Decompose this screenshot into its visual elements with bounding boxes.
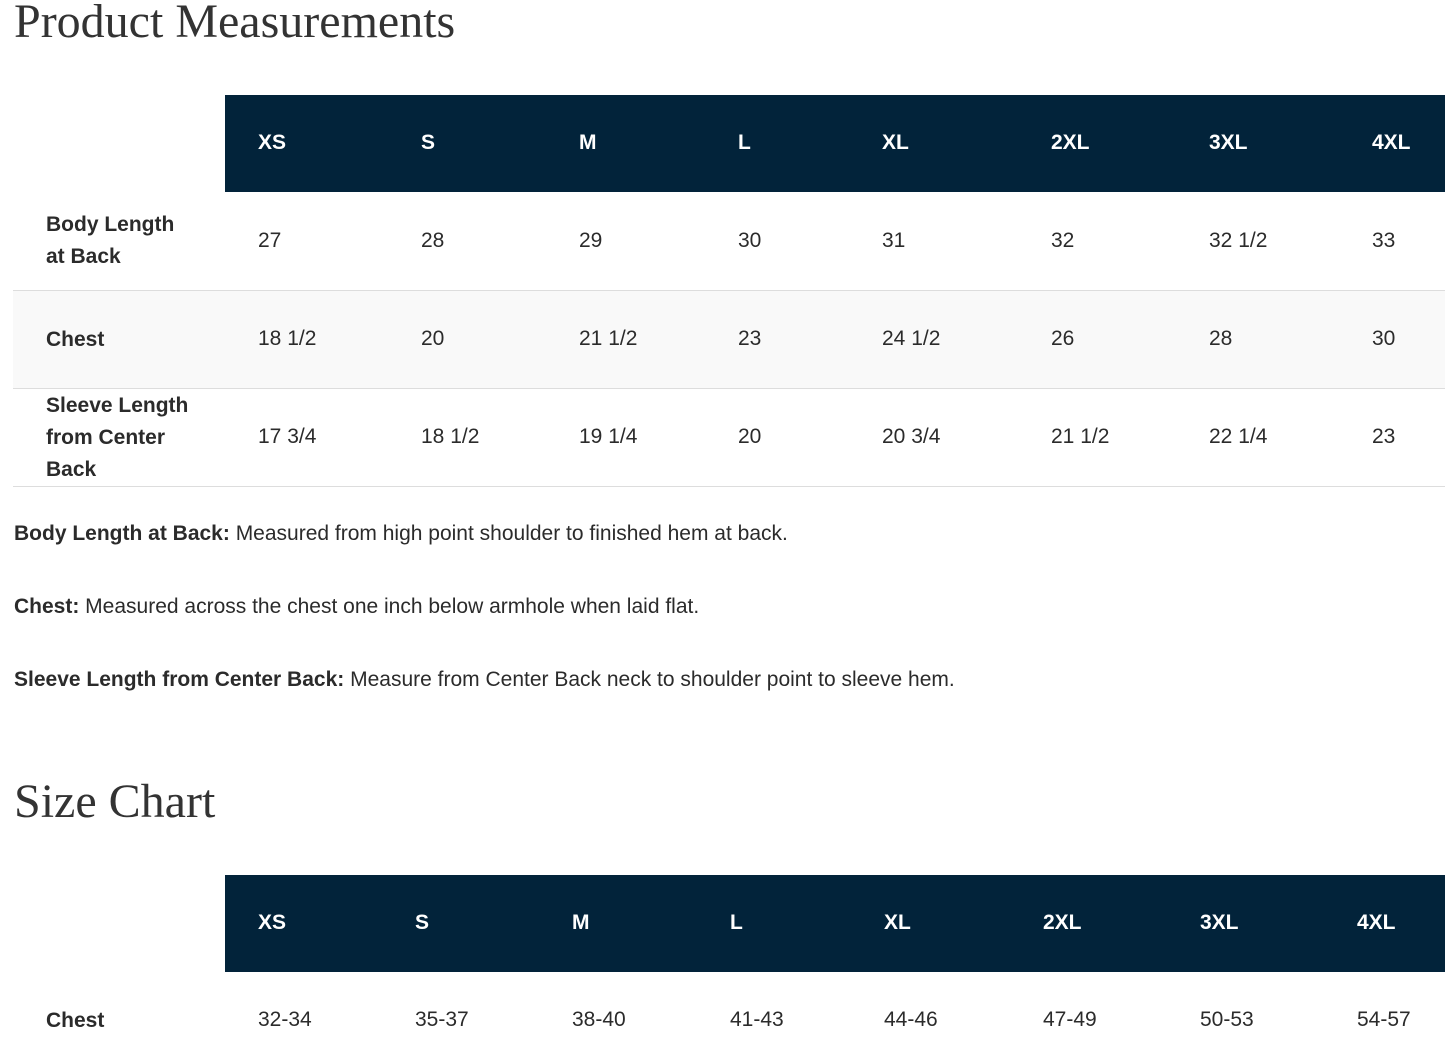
table-cell: 44-46	[884, 1008, 938, 1031]
table-cell: 32 1/2	[1209, 228, 1268, 252]
table-cell: 32	[1051, 228, 1075, 252]
note-term: Body Length at Back:	[14, 522, 230, 545]
table-cell: 47-49	[1043, 1008, 1097, 1031]
table-cell: 38-40	[572, 1008, 626, 1031]
table-cell: 29	[579, 228, 603, 252]
note-term: Chest:	[14, 595, 80, 618]
row-label: Chest	[46, 291, 196, 388]
table-cell: 35-37	[415, 1008, 469, 1031]
table-cell: 54-57	[1357, 1008, 1411, 1031]
table-cell: 23	[1372, 425, 1396, 448]
table-cell: 33	[1372, 228, 1396, 252]
note: Body Length at Back: Measured from high …	[14, 522, 788, 546]
table-cell: 20 3/4	[882, 425, 941, 448]
table-cell: 21 1/2	[579, 327, 638, 350]
column-header: M	[579, 131, 597, 154]
note: Chest: Measured across the chest one inc…	[14, 595, 699, 619]
table-cell: 28	[421, 228, 445, 252]
column-header: XL	[884, 911, 911, 934]
section-title: Product Measurements	[14, 0, 456, 48]
table-cell: 27	[258, 228, 282, 252]
row-label-text: Chest	[46, 1008, 105, 1032]
column-header: 4XL	[1372, 131, 1411, 154]
table-header: XS S M L XL 2XL 3XL 4XL	[225, 875, 1445, 972]
table-cell: 30	[1372, 327, 1396, 350]
table-cell: 17 3/4	[258, 425, 317, 448]
column-header: L	[730, 911, 743, 934]
table-cell: 28	[1209, 327, 1233, 350]
row-label-text: Body Length at Back	[46, 213, 175, 268]
table-cell: 31	[882, 228, 906, 252]
table-cell: 20	[738, 425, 762, 448]
table-cell: 50-53	[1200, 1008, 1254, 1031]
note: Sleeve Length from Center Back: Measure …	[14, 668, 955, 692]
column-header: 3XL	[1200, 911, 1239, 934]
table-cell: 26	[1051, 327, 1075, 350]
table-cell: 24 1/2	[882, 327, 941, 350]
note-text: Measure from Center Back neck to shoulde…	[344, 668, 955, 691]
column-header: 4XL	[1357, 911, 1396, 934]
table-cell: 20	[421, 327, 445, 350]
table-cell: 30	[738, 228, 762, 252]
column-header: L	[738, 131, 751, 154]
column-header: XS	[258, 131, 287, 154]
table-cell: 18 1/2	[421, 425, 480, 448]
note-text: Measured from high point shoulder to fin…	[229, 522, 788, 545]
note-term: Sleeve Length from Center Back:	[14, 668, 345, 691]
column-header: 2XL	[1043, 911, 1082, 934]
table-cell: 21 1/2	[1051, 425, 1110, 448]
column-header: M	[572, 911, 590, 934]
table-cell: 18 1/2	[258, 327, 317, 350]
table-row: Chest 18 1/2 20 21 1/2 23 24 1/2 26 28 30	[13, 291, 1445, 389]
column-header: 3XL	[1209, 131, 1248, 154]
column-header: 2XL	[1051, 131, 1090, 154]
column-header: XS	[258, 911, 287, 934]
column-header: S	[415, 911, 430, 934]
table-row: Sleeve Length from Center Back 17 3/4 18 1…	[13, 389, 1445, 487]
table-cell: 41-43	[730, 1008, 784, 1031]
column-header: S	[421, 131, 436, 154]
table-cell: 19 1/4	[579, 425, 638, 448]
row-label: Body Length at Back	[46, 192, 196, 290]
row-label: Sleeve Length from Center Back	[46, 389, 196, 486]
row-label-text: Sleeve Length from Center Back	[46, 393, 189, 481]
table-header: XS S M L XL 2XL 3XL 4XL	[225, 95, 1445, 192]
note-text: Measured across the chest one inch below…	[79, 595, 700, 618]
row-label-text: Chest	[46, 327, 105, 351]
table-cell: 22 1/4	[1209, 425, 1268, 448]
row-label: Chest	[46, 972, 196, 1061]
table-cell: 23	[738, 327, 762, 350]
column-header: XL	[882, 131, 909, 154]
table-row: Body Length at Back 27 28 29 30 31 32 32 1/2 33	[13, 192, 1445, 291]
table-cell: 32-34	[258, 1008, 312, 1031]
table-row: Chest 32-34 35-37 38-40 41-43 44-46 47-49 50-53…	[13, 972, 1445, 1061]
section-title: Size Chart	[14, 775, 216, 828]
